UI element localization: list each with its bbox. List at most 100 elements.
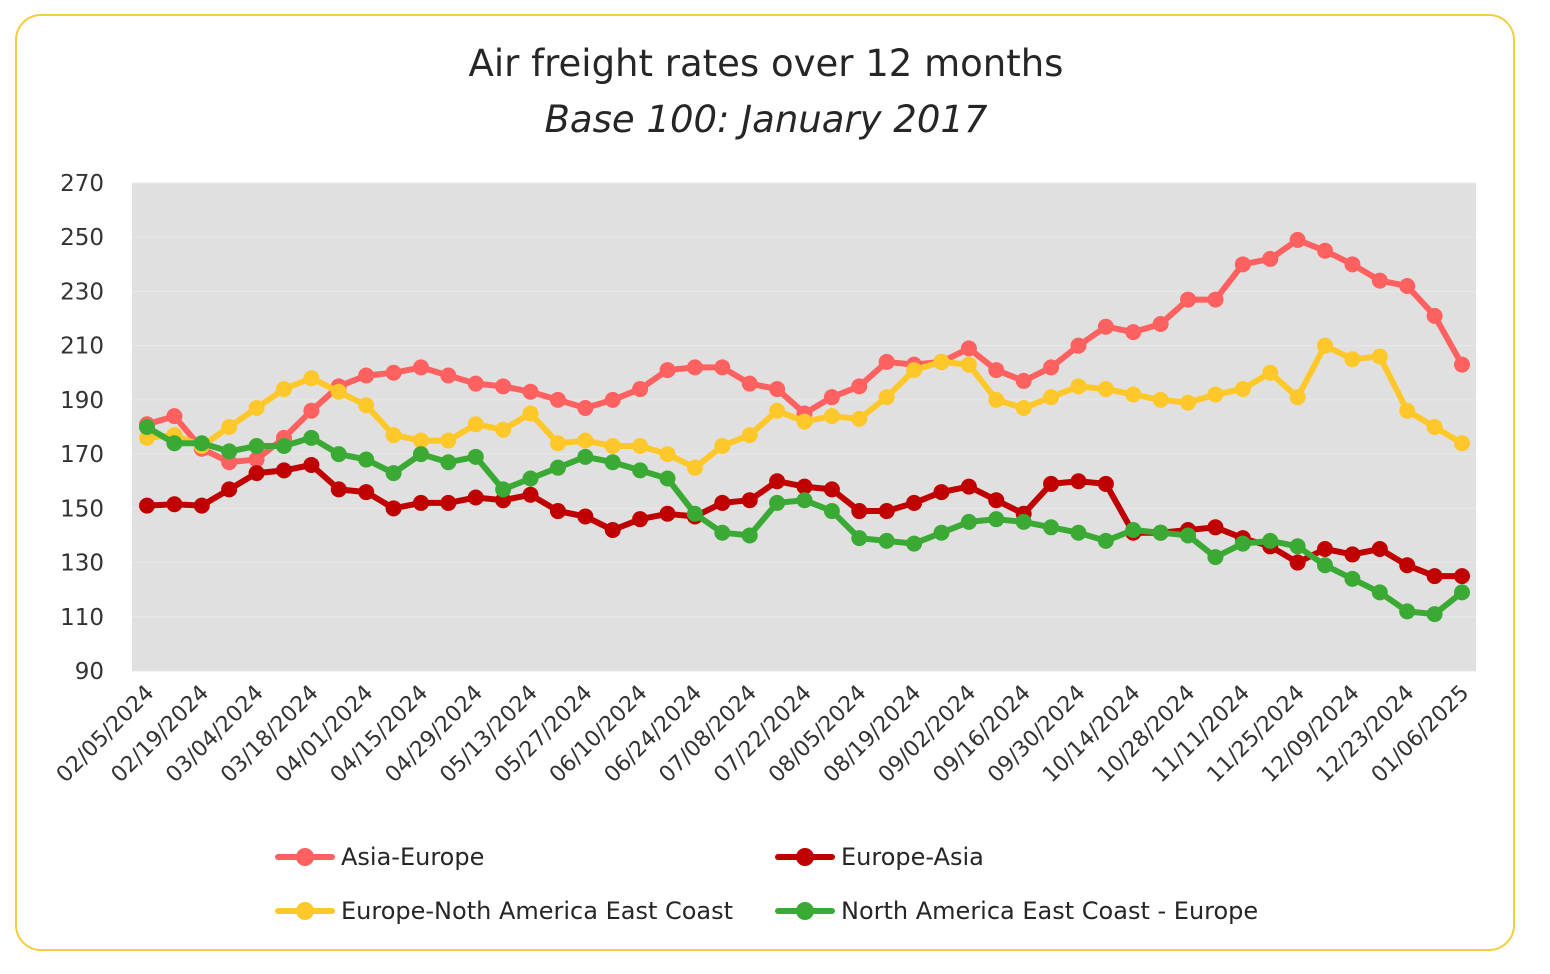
data-point (467, 375, 484, 392)
data-point (1289, 389, 1306, 406)
data-point (686, 505, 703, 522)
data-point (1317, 337, 1334, 354)
data-point (1426, 606, 1443, 623)
data-point (1152, 524, 1169, 541)
data-point (385, 465, 402, 482)
data-point (1454, 584, 1470, 601)
data-point (933, 353, 950, 370)
data-point (1317, 242, 1334, 259)
data-point (1125, 324, 1142, 341)
data-point (1289, 231, 1306, 248)
data-point (632, 381, 649, 398)
chart-frame (15, 14, 1515, 951)
legend-item-na-europe: North America East Coast - Europe (775, 897, 1258, 925)
data-point (330, 383, 347, 400)
data-point (495, 421, 512, 438)
data-point (549, 503, 566, 520)
legend-swatch (275, 845, 335, 869)
data-point (1371, 272, 1388, 289)
data-point (358, 367, 375, 384)
data-point (906, 362, 923, 379)
data-point (1371, 584, 1388, 601)
data-point (1070, 473, 1087, 490)
data-point (1344, 546, 1361, 563)
data-point (1317, 541, 1334, 557)
data-point (522, 383, 539, 400)
data-point (906, 535, 923, 552)
data-point (878, 353, 895, 370)
data-point (933, 524, 950, 541)
data-point (275, 437, 292, 454)
data-point (1097, 318, 1114, 335)
y-tick-label: 130 (60, 551, 104, 577)
data-point (166, 435, 183, 452)
data-point (440, 454, 457, 471)
data-point (1454, 356, 1470, 373)
data-point (495, 481, 512, 498)
data-point (714, 359, 731, 376)
data-point (330, 481, 347, 498)
data-point (1015, 372, 1032, 389)
data-point (878, 389, 895, 406)
data-point (467, 416, 484, 433)
data-point (1180, 527, 1197, 544)
data-point (988, 391, 1005, 408)
data-point (1207, 549, 1224, 566)
data-point (714, 494, 731, 511)
data-point (1426, 307, 1443, 324)
y-tick-label: 190 (60, 388, 104, 414)
data-point (1289, 538, 1306, 555)
data-point (1454, 568, 1470, 585)
data-point (1262, 532, 1279, 549)
data-point (385, 500, 402, 517)
data-point (303, 370, 320, 387)
data-point (522, 405, 539, 422)
data-point (221, 443, 238, 460)
data-point (549, 459, 566, 476)
data-point (549, 435, 566, 452)
data-point (1125, 522, 1142, 539)
y-tick-label: 250 (60, 225, 104, 251)
y-tick-label: 150 (60, 496, 104, 522)
data-point (303, 456, 320, 473)
legend-item-europe-asia: Europe-Asia (775, 843, 984, 871)
data-point (577, 448, 594, 465)
data-point (1180, 394, 1197, 411)
data-point (1234, 381, 1251, 398)
data-point (686, 459, 703, 476)
data-point (1097, 532, 1114, 549)
data-point (769, 381, 786, 398)
data-point (522, 486, 539, 503)
data-point (714, 437, 731, 454)
data-point (823, 408, 840, 425)
data-point (1317, 557, 1334, 574)
data-point (823, 503, 840, 520)
data-point (796, 492, 813, 509)
data-point (659, 470, 676, 487)
legend-swatch (775, 845, 835, 869)
data-point (412, 359, 429, 376)
data-point (1070, 337, 1087, 354)
y-tick-label: 110 (60, 605, 104, 631)
data-point (988, 362, 1005, 379)
data-point (1426, 568, 1443, 585)
data-point (769, 494, 786, 511)
data-point (604, 437, 621, 454)
data-point (1344, 256, 1361, 273)
data-point (1097, 475, 1114, 492)
data-point (604, 522, 621, 539)
data-point (741, 492, 758, 509)
data-point (248, 437, 265, 454)
data-point (1344, 351, 1361, 368)
chart-subtitle: Base 100: January 2017 (544, 98, 988, 141)
data-point (1070, 524, 1087, 541)
y-tick-label: 270 (60, 171, 104, 197)
data-point (796, 478, 813, 495)
data-point (632, 511, 649, 528)
data-point (522, 470, 539, 487)
legend-item-europe-na: Europe-Noth America East Coast (275, 897, 733, 925)
legend-item-asia-europe: Asia-Europe (275, 843, 484, 871)
data-point (467, 489, 484, 506)
data-point (193, 497, 210, 514)
